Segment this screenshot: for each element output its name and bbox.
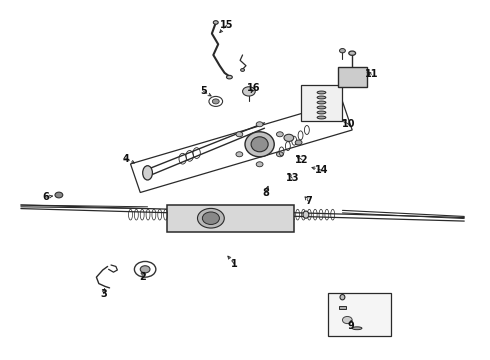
Ellipse shape xyxy=(245,132,274,157)
Bar xyxy=(328,293,391,336)
Ellipse shape xyxy=(317,116,326,119)
Ellipse shape xyxy=(251,137,268,152)
Text: 16: 16 xyxy=(246,83,260,93)
Ellipse shape xyxy=(303,211,309,218)
Text: 3: 3 xyxy=(100,289,107,298)
Text: 10: 10 xyxy=(342,119,355,129)
Ellipse shape xyxy=(143,166,152,180)
Ellipse shape xyxy=(317,106,326,109)
Ellipse shape xyxy=(241,68,245,71)
Ellipse shape xyxy=(352,327,362,330)
Circle shape xyxy=(212,99,219,104)
Circle shape xyxy=(284,134,294,141)
Circle shape xyxy=(55,192,63,198)
Text: 5: 5 xyxy=(200,86,207,96)
Ellipse shape xyxy=(340,294,345,300)
Circle shape xyxy=(236,152,243,157)
Bar xyxy=(339,306,346,309)
Text: 6: 6 xyxy=(43,192,49,202)
Ellipse shape xyxy=(317,111,326,114)
Circle shape xyxy=(340,49,345,53)
Text: 7: 7 xyxy=(305,196,312,206)
Text: 14: 14 xyxy=(315,165,329,175)
Circle shape xyxy=(236,132,243,137)
Circle shape xyxy=(256,122,263,127)
Circle shape xyxy=(295,140,302,145)
Text: 2: 2 xyxy=(139,272,146,282)
Bar xyxy=(167,205,294,232)
Ellipse shape xyxy=(317,101,326,104)
Text: 9: 9 xyxy=(348,321,355,332)
Text: 4: 4 xyxy=(122,154,129,163)
Ellipse shape xyxy=(349,51,356,55)
Text: 12: 12 xyxy=(295,155,309,165)
Ellipse shape xyxy=(317,96,326,99)
Bar xyxy=(301,85,343,121)
Circle shape xyxy=(140,266,150,273)
Circle shape xyxy=(243,87,255,96)
Circle shape xyxy=(343,316,352,324)
Text: 8: 8 xyxy=(263,188,270,198)
Circle shape xyxy=(256,162,263,167)
Ellipse shape xyxy=(213,21,218,24)
Ellipse shape xyxy=(197,208,224,228)
Text: 13: 13 xyxy=(286,173,299,183)
Text: 11: 11 xyxy=(365,69,378,79)
Ellipse shape xyxy=(317,91,326,94)
Text: 15: 15 xyxy=(220,20,233,30)
Ellipse shape xyxy=(226,75,232,79)
Polygon shape xyxy=(167,205,294,232)
Circle shape xyxy=(276,132,283,137)
Text: 1: 1 xyxy=(231,259,238,269)
Bar xyxy=(338,67,367,87)
Circle shape xyxy=(276,152,283,157)
Ellipse shape xyxy=(202,212,220,225)
